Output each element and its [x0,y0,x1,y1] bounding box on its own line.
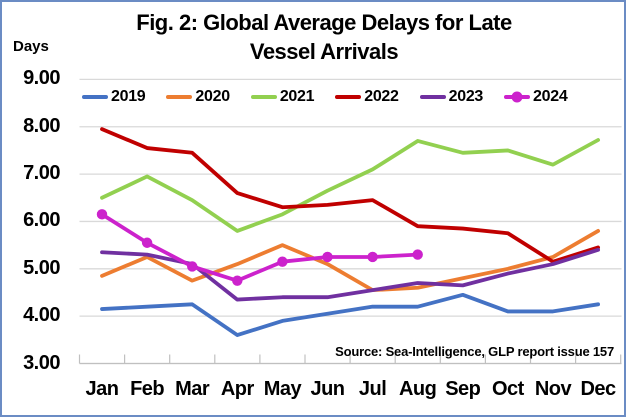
legend-line-swatch-2019 [82,95,108,99]
series-2020-line [100,229,600,293]
legend-line-swatch-2024 [504,91,531,103]
legend-item-2022: 2022 [335,88,399,106]
y-tick-label-3.00: 3.00 [23,351,60,374]
x-tick-label-oct: Oct [491,378,524,400]
legend-item-2019: 2019 [82,88,146,106]
y-tick-label-8.00: 8.00 [23,114,60,137]
y-axis-unit-label: Days [13,38,49,55]
series-2024-marker [277,256,288,267]
x-tick-label-jan: Jan [85,378,119,400]
legend-item-2021: 2021 [250,88,315,106]
series-2024-marker [412,249,423,260]
x-tick-label-sep: Sep [445,378,481,400]
series-2024-marker [96,209,108,220]
series-2024-marker [232,275,243,286]
legend-marker-dot-2024 [511,91,523,103]
legend-label-2021: 2021 [279,88,315,105]
legend-line-swatch-2023 [419,95,446,99]
legend-item-2024: 2024 [504,88,568,106]
x-tick-label-dec: Dec [580,378,616,400]
legend-line-swatch-2022 [335,95,362,99]
y-tick-label-7.00: 7.00 [23,162,60,185]
x-tick-label-jun: Jun [310,378,345,400]
x-tick-label-may: May [263,378,302,400]
x-tick-label-nov: Nov [534,378,572,400]
chart-legend: 2019 2020 2021 2022 2023 2024 [82,88,618,106]
source-note: Source: Sea-Intelligence, GLP report iss… [335,344,614,359]
legend-label-2022: 2022 [364,88,399,105]
y-tick-label-6.00: 6.00 [23,209,60,232]
series-2024-marker [141,237,153,248]
series-2024-line [96,209,423,286]
series-2021-line [100,138,600,233]
legend-label-2019: 2019 [111,88,146,105]
series-2024-marker [322,251,333,263]
x-tick-label-aug: Aug [398,378,437,400]
legend-label-2023: 2023 [448,88,484,105]
x-tick-label-mar: Mar [175,378,210,400]
legend-label-2020: 2020 [195,88,230,105]
chart-title-line2: Vessel Arrivals [249,39,399,64]
series-2022-line [100,127,600,264]
y-tick-label-5.00: 5.00 [23,256,60,279]
series-2019-line [100,292,600,337]
gridlines [79,78,622,365]
chart-title-line1: Fig. 2: Global Average Delays for Late [136,10,512,35]
y-tick-label-4.00: 4.00 [23,304,60,327]
legend-item-2020: 2020 [166,88,230,106]
series-2024-marker [187,261,198,272]
legend-line-swatch-2020 [166,95,193,99]
series-2024-marker [367,251,378,263]
x-axis [78,354,622,365]
x-tick-label-apr: Apr [220,378,254,400]
legend-line-swatch-2021 [250,95,277,99]
legend-item-2023: 2023 [419,88,484,106]
legend-label-2024: 2024 [533,88,568,105]
y-tick-label-9.00: 9.00 [23,67,60,90]
x-tick-label-jul: Jul [358,378,387,400]
x-tick-label-feb: Feb [130,378,165,400]
